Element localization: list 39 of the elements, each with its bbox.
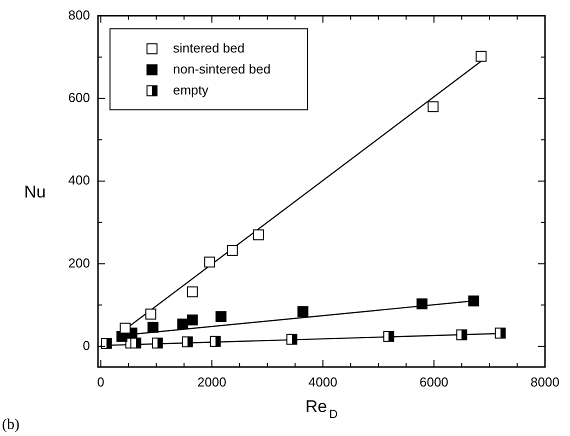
y-tick-label: 400 — [68, 172, 90, 188]
x-tick-label: 4000 — [308, 374, 338, 390]
point — [100, 338, 112, 349]
point — [186, 314, 198, 326]
point — [286, 334, 298, 345]
y-axis-title: Nu — [24, 182, 46, 202]
legend-label: empty — [173, 82, 209, 98]
x-tick-label: 2000 — [197, 374, 226, 390]
point — [476, 50, 487, 62]
point — [148, 322, 158, 333]
text: (b) — [2, 417, 20, 433]
point — [186, 286, 198, 298]
point — [182, 336, 193, 348]
point — [130, 338, 142, 348]
point — [416, 298, 428, 310]
point — [204, 256, 216, 268]
point — [468, 295, 480, 306]
y-tick-label: 0 — [82, 338, 90, 353]
point — [145, 308, 156, 320]
point — [383, 330, 394, 342]
y-tick-label: 200 — [68, 255, 90, 270]
point — [456, 329, 468, 340]
legend-label: sintered bed — [173, 40, 245, 56]
y-tick-label: 600 — [68, 90, 90, 106]
point — [210, 336, 221, 347]
x-tick-label: 8000 — [530, 374, 560, 390]
x-tick-label: 6000 — [419, 374, 448, 390]
point — [177, 318, 188, 330]
point — [216, 311, 226, 322]
y-tick-label: 800 — [68, 7, 90, 22]
point — [152, 338, 163, 348]
point — [120, 322, 131, 334]
point — [428, 101, 439, 112]
point — [494, 328, 506, 339]
point — [297, 306, 308, 318]
point — [253, 229, 264, 240]
point — [226, 245, 238, 256]
legend-label: non-sintered bed — [173, 61, 271, 76]
x-tick-label: 0 — [97, 374, 104, 390]
